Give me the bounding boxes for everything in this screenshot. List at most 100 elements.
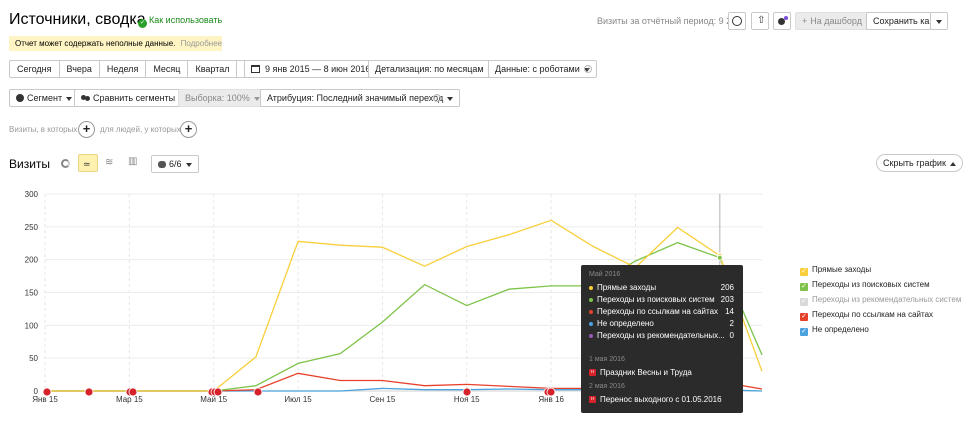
calendar-icon: [251, 65, 260, 73]
y-tick-label: 200: [25, 256, 39, 265]
checkbox-icon: [800, 268, 808, 276]
x-tick-label: Июл 15: [284, 395, 312, 404]
compare-icon: [81, 94, 90, 102]
donut-icon: [61, 159, 70, 168]
history-button[interactable]: [728, 12, 746, 30]
legend-item-unknown[interactable]: Не определено: [800, 325, 869, 336]
incomplete-data-notice: Отчет может содержать неполные данные. П…: [9, 36, 222, 51]
save-as-button[interactable]: Сохранить как: [866, 12, 933, 30]
visits-filter-label: Визиты, в которых: [9, 125, 78, 134]
holiday-marker: [128, 387, 138, 397]
add-visit-filter-button[interactable]: +: [78, 121, 95, 138]
holiday-marker: [84, 387, 94, 397]
tooltip-row: Прямые заходы 206: [589, 283, 734, 294]
legend-item-links[interactable]: Переходы по ссылкам на сайтах: [800, 310, 933, 321]
holiday-marker: [253, 387, 263, 397]
period-selector: Сегодня Вчера Неделя Месяц Квартал Год: [9, 60, 267, 78]
period-yesterday[interactable]: Вчера: [60, 61, 100, 77]
bars-icon: ▥: [128, 156, 138, 167]
bar-chart-toggle[interactable]: ▥: [125, 156, 141, 172]
y-tick-label: 150: [25, 289, 39, 298]
series-dot: [589, 297, 593, 302]
hide-chart-button[interactable]: Скрыть график: [876, 154, 963, 172]
period-quarter[interactable]: Квартал: [188, 61, 238, 77]
stacked-icon: ≋: [105, 157, 114, 168]
chevron-up-icon: [949, 161, 956, 166]
y-tick-label: 300: [25, 190, 39, 199]
data-point: [716, 254, 723, 261]
line-chart-toggle[interactable]: ≃: [78, 154, 98, 172]
chevron-down-icon: [936, 19, 942, 24]
legend-item-search[interactable]: Переходы из поисковых систем: [800, 280, 930, 291]
holiday-marker: [462, 387, 472, 397]
chevron-down-icon: [66, 96, 73, 101]
tooltip-row: Переходы из поисковых систем 203: [589, 295, 734, 306]
x-tick-label: Ноя 15: [454, 395, 480, 404]
x-tick-label: Мар 15: [116, 395, 143, 404]
tooltip-row: Не определено 2: [589, 319, 734, 330]
save-as-dropdown[interactable]: [930, 12, 948, 30]
series-dot: [589, 285, 593, 290]
series-dot: [589, 333, 593, 338]
x-tick-label: Сен 15: [370, 395, 396, 404]
legend-item-direct[interactable]: Прямые заходы: [800, 265, 871, 276]
how-to-use-link[interactable]: ✓ Как использовать: [138, 15, 223, 28]
series-count-dropdown[interactable]: 6/6: [151, 155, 199, 173]
add-dashboard-button[interactable]: + На дашборд: [795, 12, 869, 30]
y-tick-label: 50: [29, 354, 38, 363]
chart-tooltip: Май 2016 Прямые заходы 206 Переходы из по…: [581, 265, 743, 413]
detail-dropdown[interactable]: Детализация: по месяцам: [368, 60, 501, 78]
period-week[interactable]: Неделя: [100, 61, 147, 77]
assistant-dot-icon: [784, 16, 788, 20]
sample-dropdown[interactable]: Выборка: 100%: [178, 89, 267, 107]
tooltip-row: Переходы из рекомендательных... 0: [589, 331, 734, 342]
holiday-marker: [546, 387, 556, 397]
help-icon[interactable]: ?: [433, 94, 441, 102]
tooltip-month: Май 2016: [589, 271, 621, 278]
series-dot: [589, 321, 593, 326]
notice-details-link[interactable]: Подробнее: [180, 39, 223, 48]
attribution-dropdown[interactable]: Атрибуция: Последний значимый переход: [260, 89, 461, 107]
chevron-down-icon: [447, 96, 454, 101]
period-today[interactable]: Сегодня: [10, 61, 60, 77]
x-tick-label: Янв 16: [538, 395, 564, 404]
help-icon[interactable]: ?: [584, 65, 592, 73]
data-mode-dropdown[interactable]: Данные: с роботами: [488, 60, 597, 78]
holiday-item: н Перенос выходного с 01.05.2016: [589, 395, 722, 404]
pie-chart-toggle[interactable]: [58, 156, 74, 172]
y-tick-label: 100: [25, 321, 39, 330]
chevron-down-icon: [253, 96, 260, 101]
visits-total: Визиты за отчётный период: 9 225: [597, 16, 742, 26]
x-tick-label: Янв 15: [32, 395, 58, 404]
chevron-down-icon: [185, 162, 192, 167]
comment-icon: [158, 161, 166, 168]
segment-dropdown[interactable]: Сегмент: [9, 89, 80, 107]
alice-button[interactable]: [773, 12, 791, 30]
checkbox-icon: [800, 313, 808, 321]
date-range-button[interactable]: 9 янв 2015 — 8 июн 2016: [244, 60, 378, 78]
holiday-date: 2 мая 2016: [589, 383, 625, 390]
holiday-item: н Праздник Весны и Труда: [589, 368, 692, 377]
series-line: [45, 219, 763, 392]
series-dot: [589, 309, 593, 314]
pie-icon: [16, 94, 24, 102]
holiday-marker: [42, 387, 52, 397]
export-button[interactable]: ⇧: [751, 12, 769, 30]
page-title: Источники, сводка: [9, 11, 146, 28]
tooltip-row: Переходы по ссылкам на сайтах 14: [589, 307, 734, 318]
y-tick-label: 250: [25, 223, 39, 232]
area-chart-toggle[interactable]: ≋: [102, 156, 118, 172]
checkbox-icon: [800, 298, 808, 306]
legend-item-recommend[interactable]: Переходы из рекомендательных систем: [800, 295, 961, 306]
compare-segments-dropdown[interactable]: Сравнить сегменты: [74, 89, 193, 107]
add-people-filter-button[interactable]: +: [180, 121, 197, 138]
upload-icon: ⇧: [757, 15, 766, 26]
holiday-marker: [213, 387, 223, 397]
holiday-icon: н: [589, 396, 596, 404]
clock-icon: [732, 16, 742, 26]
checkbox-icon: [800, 283, 808, 291]
checkbox-icon: [800, 328, 808, 336]
holiday-icon: н: [589, 369, 596, 377]
plus-icon: +: [802, 16, 808, 26]
period-month[interactable]: Месяц: [146, 61, 189, 77]
